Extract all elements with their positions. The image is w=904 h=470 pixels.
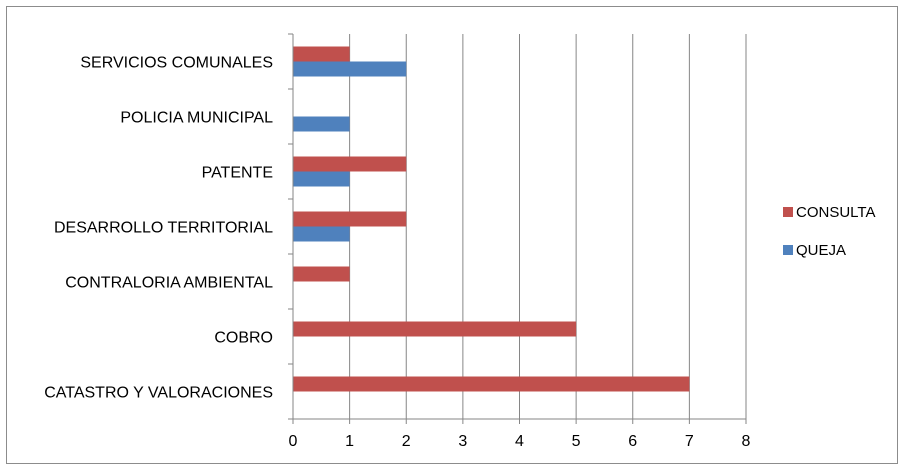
x-tick-label-1: 1	[345, 433, 354, 450]
bar-queja-0	[293, 62, 406, 77]
bar-queja-1	[293, 117, 350, 132]
bar-consulta-4	[293, 267, 350, 282]
category-label: PATENTE	[202, 165, 273, 182]
legend-label-queja: QUEJA	[796, 242, 846, 259]
bar-chart: 0 1 2 3 4 5 6 7 8 SERVICIOS COMUNALES POLICIA MUN…	[7, 7, 897, 463]
x-tick-label-7: 7	[685, 433, 694, 450]
category-label: COBRO	[214, 330, 273, 347]
chart-frame: 0 1 2 3 4 5 6 7 8 SERVICIOS COMUNALES POLICIA MUN…	[6, 6, 898, 464]
bars	[293, 47, 689, 392]
bar-consulta-2	[293, 157, 406, 172]
gridlines	[350, 34, 746, 419]
category-label: POLICIA MUNICIPAL	[120, 110, 273, 127]
bar-consulta-6	[293, 377, 689, 392]
category-label: CONTRALORIA AMBIENTAL	[65, 275, 273, 292]
legend-label-consulta: CONSULTA	[796, 204, 875, 221]
bar-consulta-5	[293, 322, 576, 337]
category-label: SERVICIOS COMUNALES	[80, 55, 273, 72]
legend-swatch-consulta	[783, 207, 793, 217]
x-tick-label-8: 8	[742, 433, 751, 450]
category-labels: SERVICIOS COMUNALES POLICIA MUNICIPAL PATE…	[44, 55, 273, 402]
bar-queja-2	[293, 172, 350, 187]
x-tick-label-6: 6	[628, 433, 637, 450]
x-tick-label-0: 0	[289, 433, 298, 450]
category-label: DESARROLLO TERRITORIAL	[54, 220, 273, 237]
x-tick-label-3: 3	[458, 433, 467, 450]
x-tick-label-4: 4	[515, 433, 524, 450]
bar-consulta-3	[293, 212, 406, 227]
legend: CONSULTA QUEJA	[783, 204, 875, 259]
x-tick-label-2: 2	[402, 433, 411, 450]
bar-consulta-0	[293, 47, 350, 62]
category-label: CATASTRO Y VALORACIONES	[44, 385, 273, 402]
legend-swatch-queja	[783, 245, 793, 255]
x-tick-label-5: 5	[572, 433, 581, 450]
bar-queja-3	[293, 227, 350, 242]
